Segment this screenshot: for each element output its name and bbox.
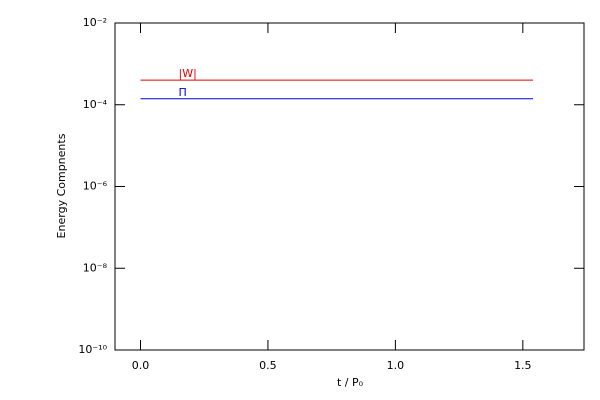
x-tick-label: 1.5 <box>514 359 532 372</box>
series-label: |W| <box>178 67 196 80</box>
y-tick-label: 10⁻² <box>83 16 107 29</box>
x-tick-label: 0.5 <box>259 359 277 372</box>
y-axis-label: Energy Compnents <box>55 133 68 238</box>
x-tick-label: 1.0 <box>387 359 405 372</box>
y-tick-label: 10⁻⁸ <box>83 261 108 274</box>
x-tick-label: 0.0 <box>132 359 150 372</box>
y-tick-label: 10⁻⁶ <box>83 180 108 193</box>
y-tick-label: 10⁻⁴ <box>83 98 108 111</box>
x-axis-label: t / P₀ <box>337 376 364 389</box>
y-tick-label: 10⁻¹⁰ <box>78 343 107 356</box>
series-label: Π <box>178 86 186 99</box>
